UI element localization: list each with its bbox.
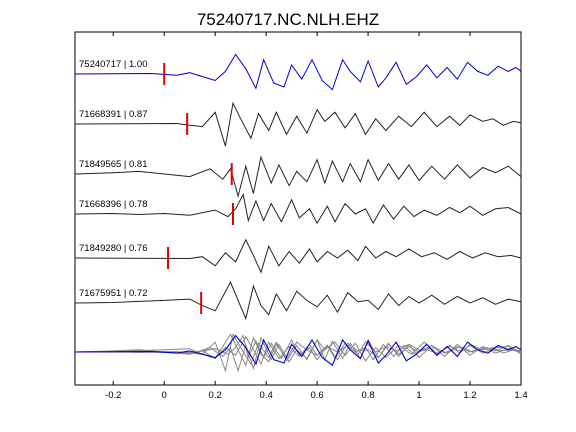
trace-line-1: [74, 101, 522, 147]
trace-line-3: [74, 193, 522, 225]
trace-label-2: 71849565 | 0.81: [79, 159, 148, 170]
stack-trace-1: [74, 333, 522, 373]
chart-title: 75240717.NC.NLH.EHZ: [197, 10, 379, 29]
stack-trace-master: [74, 334, 522, 367]
traces-layer: 75240717 | 1.00 71668391 | 0.87 71849565 |…: [74, 53, 522, 321]
x-tick-label-6: 1: [416, 390, 421, 401]
trace-label-4: 71849280 | 0.76: [79, 243, 148, 254]
x-tick-label-8: 1.4: [514, 390, 527, 401]
trace-label-0: 75240717 | 1.00: [79, 59, 148, 70]
picks-layer: [163, 63, 235, 314]
overlay-stack: [74, 333, 522, 373]
trace-line-5: [74, 281, 522, 321]
x-tick-label-0: -0.2: [105, 390, 121, 401]
trace-label-3: 71668396 | 0.78: [79, 199, 148, 210]
x-axis: -0.2 0 0.2 0.4 0.6 0.8 1 1.2 1.4: [105, 32, 528, 401]
trace-line-4: [74, 238, 522, 274]
trace-line-0: [74, 53, 522, 91]
x-tick-label-2: 0.2: [209, 390, 222, 401]
plot-frame: [74, 31, 522, 386]
x-tick-label-7: 1.2: [463, 390, 476, 401]
stack-trace-5: [74, 333, 522, 367]
x-tick-label-5: 0.8: [361, 390, 374, 401]
x-tick-label-1: 0: [162, 390, 167, 401]
x-tick-label-3: 0.4: [260, 390, 273, 401]
x-tick-label-4: 0.6: [311, 390, 324, 401]
trace-line-2: [74, 155, 522, 199]
trace-label-1: 71668391 | 0.87: [79, 109, 148, 120]
trace-label-5: 71675951 | 0.72: [79, 288, 148, 299]
